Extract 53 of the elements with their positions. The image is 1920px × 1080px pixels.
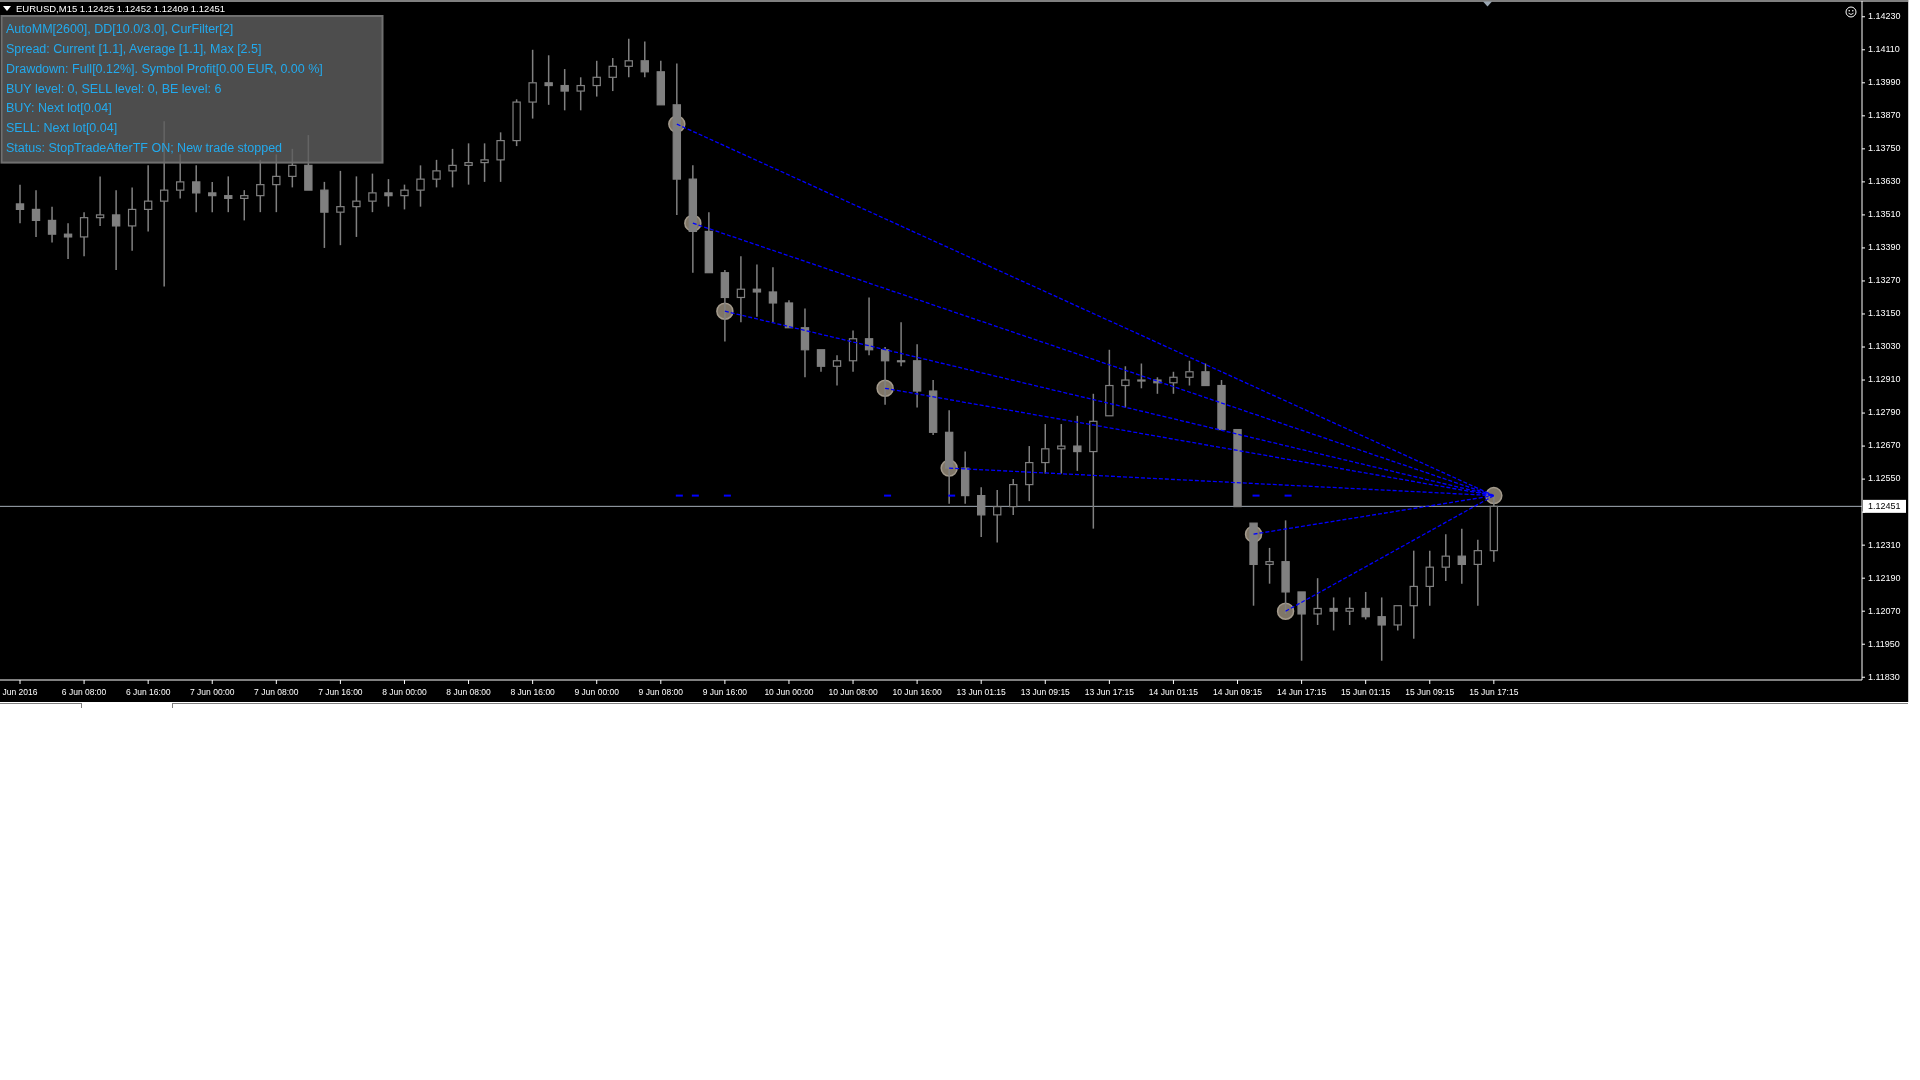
y-tick-label: 1.12310 [1868,539,1901,550]
annotation: SELL: Next lot[0.04] [6,121,118,136]
x-tick-label: 8 Jun 16:00 [510,687,556,698]
annotation: BUY: Next lot[0.04] [6,101,112,116]
x-tick-label: 13 Jun 01:15 [956,687,1007,698]
x-tick-label: 14 Jun 01:15 [1148,687,1199,698]
x-tick-label: 6 Jun 08:00 [61,687,107,698]
y-tick-label: 1.13150 [1868,308,1901,319]
y-tick-label: 1.13990 [1868,77,1901,88]
y-tick-label: 1.14110 [1868,44,1900,55]
x-tick-label: 15 Jun 17:15 [1469,687,1519,698]
x-tick-label: 8 Jun 00:00 [382,687,427,698]
y-tick-label: 1.13870 [1868,110,1901,121]
y-tick-label: 1.12790 [1868,407,1901,418]
x-tick-label: 14 Jun 09:15 [1212,687,1263,698]
y-tick-label: 1.13750 [1868,143,1901,154]
y-tick-label: 1.13390 [1868,242,1901,253]
y-tick-label: 1.12070 [1868,605,1901,616]
x-tick-label: 13 Jun 17:15 [1084,687,1135,698]
y-tick-label: 1.14230 [1868,11,1901,22]
x-tick-label: 10 Jun 00:00 [764,687,814,698]
y-tick-label: 1.12910 [1868,374,1901,385]
y-tick-label: 1.13030 [1868,341,1901,352]
x-tick-label: 6 Jun 16:00 [125,687,171,698]
x-tick-label: 10 Jun 08:00 [828,687,878,698]
x-tick-label: 10 Jun 16:00 [892,687,942,698]
x-tick-label: 15 Jun 01:15 [1341,687,1391,698]
chart-title: EURUSD,M15 1.12425 1.12452 1.12409 1.12451 [16,2,226,14]
annotation: Spread: Current [1.1], Average [1.1], Max [2.5] [6,42,262,56]
x-tick-label: 13 Jun 09:15 [1020,687,1071,698]
x-tick-label: 15 Jun 09:15 [1405,687,1455,698]
y-tick-label: 1.12550 [1868,473,1901,484]
x-tick-label: 7 Jun 08:00 [254,687,299,698]
annotation: BUY level: 0, SELL level: 0, BE level: 6 [6,81,222,96]
y-tick-label: 1.13270 [1868,275,1901,286]
y-tick-label: 1.11950 [1868,638,1900,649]
annotation: Drawdown: Full[0.12%]. Symbol Profit[0.00 EUR, 0.00 %] [6,61,323,76]
x-tick-label: 14 Jun 17:15 [1277,687,1327,698]
y-tick-label: 1.11830 [1868,671,1900,682]
y-tick-label: 1.13630 [1868,176,1901,187]
x-tick-label: 9 Jun 16:00 [702,687,748,698]
x-tick-label: Jun 2016 [2,687,38,698]
x-tick-label: 8 Jun 08:00 [446,687,492,698]
x-tick-label: 9 Jun 00:00 [574,687,620,698]
y-tick-label: 1.12190 [1868,572,1901,583]
y-tick-label: 1.13510 [1868,209,1901,220]
x-tick-label: 7 Jun 16:00 [318,687,363,698]
x-tick-label: 7 Jun 00:00 [190,687,235,698]
x-tick-label: 9 Jun 08:00 [638,687,684,698]
annotation: Status: StopTradeAfterTF ON; New trade stopped [6,141,283,155]
y-tick-label: 1.12670 [1868,440,1901,451]
ref-line-label: 1.12451 [1868,500,1901,511]
annotation: AutoMM[2600], DD[10.0/3.0], CurFilter[2] [6,22,234,37]
